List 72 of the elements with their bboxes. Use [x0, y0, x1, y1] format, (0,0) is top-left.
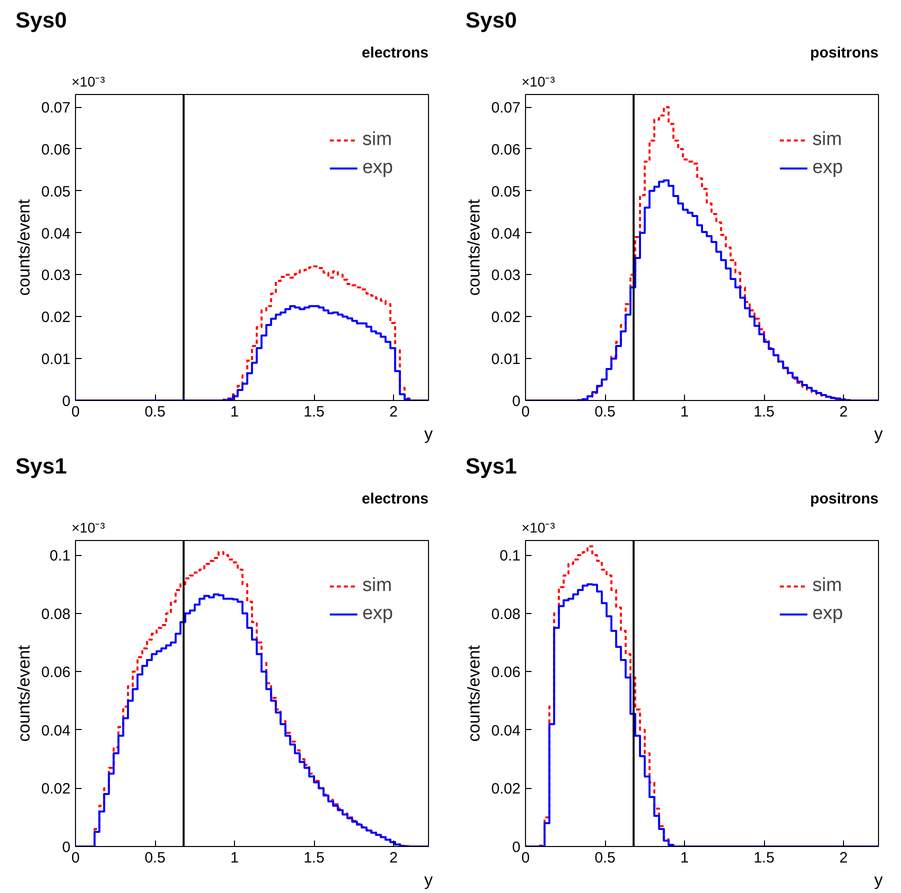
y-axis-title: counts/event — [464, 199, 484, 296]
x-tick-label: 1.5 — [304, 850, 324, 866]
y-tick-label: 0.05 — [491, 183, 521, 200]
y-tick-label: 0.04 — [491, 722, 521, 740]
y-tick-label: 0.04 — [491, 225, 521, 242]
legend-label: exp — [812, 603, 843, 625]
y-tick-label: 0.02 — [491, 780, 521, 798]
y-tick-label: 0.05 — [41, 183, 71, 200]
legend-label: sim — [362, 575, 392, 597]
x-tick-label: 2 — [389, 404, 398, 420]
y-tick-label: 0.1 — [50, 548, 71, 565]
y-tick-label: 0.01 — [491, 351, 521, 368]
text: ×10⁻³ — [522, 74, 556, 90]
chart-subtitle: positrons — [810, 490, 879, 508]
legend-label: sim — [812, 129, 842, 151]
x-tick-label: 1 — [680, 850, 689, 866]
x-tick-label: 0.5 — [144, 404, 166, 420]
y-tick-label: 0.02 — [41, 780, 71, 798]
y-tick-label: 0.03 — [491, 267, 521, 284]
x-tick-label: 0.5 — [144, 850, 166, 866]
legend-label: sim — [812, 575, 842, 597]
chart-title: Sys1 — [16, 454, 67, 478]
y-axis-title: counts/event — [464, 645, 484, 742]
y-tick-label: 0.01 — [41, 351, 71, 368]
text: ×10⁻³ — [72, 520, 106, 536]
x-axis-title: y — [424, 870, 434, 890]
x-tick-label: 1 — [230, 850, 239, 866]
text: ×10⁻³ — [522, 520, 556, 536]
y-tick-label: 0.03 — [41, 267, 71, 284]
x-tick-label: 1.5 — [304, 404, 324, 420]
y-tick-label: 0 — [512, 839, 520, 856]
y-tick-label: 0.07 — [41, 100, 71, 117]
chart-title: Sys1 — [466, 454, 517, 478]
y-tick-label: 0.04 — [41, 225, 71, 242]
x-tick-label: 2 — [839, 850, 848, 866]
y-tick-label: 0.02 — [491, 309, 521, 326]
x-axis-title: y — [424, 424, 434, 444]
y-tick-label: 0.07 — [491, 100, 521, 117]
y-tick-label: 0 — [62, 839, 70, 856]
y-tick-label: 0.06 — [491, 141, 521, 158]
legend-label: exp — [362, 603, 393, 625]
x-tick-label: 2 — [389, 850, 398, 866]
y-tick-label: 0.1 — [500, 548, 521, 565]
x-axis-title: y — [874, 870, 884, 890]
y-tick-label: 0.04 — [41, 722, 71, 740]
legend-label: sim — [362, 129, 392, 151]
y-tick-label: 0.02 — [41, 309, 71, 326]
x-tick-label: 1.5 — [754, 404, 774, 420]
y-tick-label: 0.06 — [41, 664, 71, 682]
x-tick-label: 0.5 — [594, 850, 616, 866]
legend-label: exp — [362, 157, 393, 179]
x-axis-title: y — [874, 424, 884, 444]
chart-title: Sys0 — [466, 8, 517, 32]
x-tick-label: 1 — [680, 404, 689, 420]
chart-subtitle: electrons — [362, 44, 429, 62]
chart-title: Sys0 — [16, 8, 67, 32]
text: ×10⁻³ — [72, 74, 106, 90]
y-tick-label: 0 — [512, 393, 520, 410]
y-axis-title: counts/event — [14, 645, 34, 742]
legend-label: exp — [812, 157, 843, 179]
y-axis-title: counts/event — [14, 199, 34, 296]
x-tick-label: 1.5 — [754, 850, 774, 866]
chart-subtitle: electrons — [362, 490, 429, 508]
x-tick-label: 0.5 — [594, 404, 616, 420]
chart-subtitle: positrons — [810, 44, 879, 62]
y-tick-label: 0 — [62, 393, 70, 410]
y-tick-label: 0.06 — [41, 141, 71, 158]
y-tick-label: 0.06 — [491, 664, 521, 682]
x-tick-label: 2 — [839, 404, 848, 420]
y-tick-label: 0.08 — [491, 606, 521, 623]
x-tick-label: 1 — [230, 404, 239, 420]
y-tick-label: 0.08 — [41, 606, 71, 623]
